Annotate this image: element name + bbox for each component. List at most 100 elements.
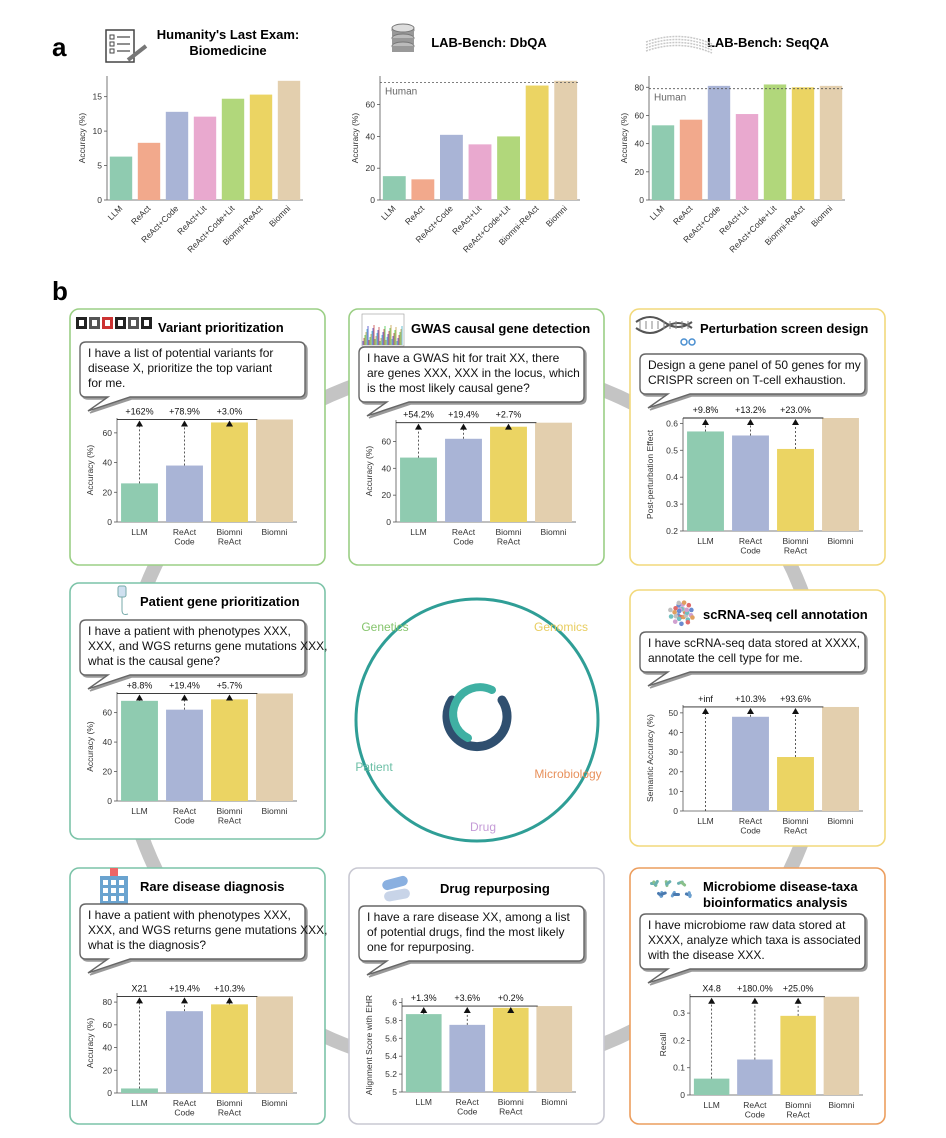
bar <box>777 757 814 811</box>
panel-label-a: a <box>52 32 67 62</box>
improvement-arrowhead <box>702 419 709 425</box>
x-tick-label: Biomni <box>783 536 809 546</box>
y-tick-label: 0 <box>370 195 375 205</box>
x-tick-label: Code <box>174 537 195 547</box>
x-tick-label: ReAct <box>129 203 153 227</box>
panel-title: bioinformatics analysis <box>703 895 848 910</box>
y-axis-label: Recall <box>658 1033 668 1057</box>
panel-label-b: b <box>52 276 68 306</box>
x-tick-label: Code <box>745 1110 766 1120</box>
improvement-label: +3.6% <box>454 993 480 1003</box>
bar <box>468 144 492 200</box>
x-tick-label: LLM <box>106 203 125 222</box>
task-panel-4: Patient gene prioritization I have a pati… <box>69 582 327 840</box>
y-tick-label: 0.5 <box>666 445 678 455</box>
bar <box>121 483 158 522</box>
x-tick-label: Biomni <box>262 527 288 537</box>
microbe-icon <box>650 879 692 899</box>
variant-sequence-icon <box>76 317 152 329</box>
central-category-wheel: Genetics Genomics Patient Microbiology Drug <box>354 597 602 843</box>
bar <box>109 156 133 200</box>
chart-title: LAB-Bench: DbQA <box>431 35 547 50</box>
bar <box>651 125 675 200</box>
bar <box>249 94 273 200</box>
x-tick-label: ReAct <box>739 816 763 826</box>
iv-bag-icon <box>117 585 129 615</box>
question-text: I have a patient with phenotypes XXX, <box>88 908 291 922</box>
task-panel-6: Rare disease diagnosis I have a patient w… <box>69 867 327 1125</box>
question-bubble <box>79 619 306 690</box>
improvement-arrowhead <box>420 1007 428 1014</box>
exam-clipboard-icon <box>105 29 148 63</box>
improvement-arrowhead <box>794 997 802 1004</box>
human-reference-label: Human <box>654 93 686 104</box>
y-tick-label: 0 <box>107 517 112 527</box>
improvement-label: +10.3% <box>735 694 766 704</box>
bar <box>819 85 843 200</box>
y-tick-label: 60 <box>382 436 392 446</box>
x-tick-label: Code <box>740 826 761 836</box>
bar <box>211 422 248 522</box>
x-tick-label: LLM <box>415 1097 432 1107</box>
x-tick-label: Code <box>457 1107 478 1117</box>
y-axis-label: Alignment Score with EHR <box>364 995 374 1095</box>
drug-capsule-icon <box>382 875 410 902</box>
improvement-label: +180.0% <box>737 984 773 994</box>
improvement-label: X21 <box>131 983 147 993</box>
bar <box>737 1059 773 1095</box>
y-tick-label: 0 <box>680 1090 685 1100</box>
bar <box>687 431 724 531</box>
bar <box>166 709 203 801</box>
improvement-label: +10.3% <box>214 983 245 993</box>
y-tick-label: 5.2 <box>385 1069 397 1079</box>
x-tick-label: ReAct <box>218 1108 242 1118</box>
dna-scissors-icon <box>635 316 696 346</box>
y-axis-label: Accuracy (%) <box>85 1018 95 1069</box>
y-axis-label: Accuracy (%) <box>85 721 95 772</box>
y-axis-label: Accuracy (%) <box>77 113 87 164</box>
y-tick-label: 80 <box>635 82 645 92</box>
task-panel-1: Variant prioritization I have a list of p… <box>69 308 326 566</box>
improvement-arrowhead <box>747 419 754 425</box>
question-text: disease X, prioritize the top variant <box>88 361 273 375</box>
improvement-arrowhead <box>460 423 467 430</box>
panel-title: scRNA-seq cell annotation <box>703 607 868 622</box>
bar <box>780 1015 816 1095</box>
x-tick-label: ReAct <box>456 1097 480 1107</box>
improvement-arrowhead <box>507 1007 515 1014</box>
improvement-label: +78.9% <box>169 406 200 416</box>
cell-cluster-icon <box>668 600 695 627</box>
x-tick-label: ReAct <box>173 1098 197 1108</box>
improvement-arrowhead <box>226 420 233 427</box>
y-tick-label: 40 <box>103 1043 113 1053</box>
x-tick-label: Biomni <box>809 203 835 229</box>
question-text: one for repurposing. <box>367 940 474 954</box>
chart-a-2: LAB-Bench: DbQA 0 20 40 60 Accuracy (%) LLM ReA… <box>350 35 580 255</box>
y-axis-label: Accuracy (%) <box>350 113 360 164</box>
x-tick-label: Biomni <box>217 527 243 537</box>
x-tick-label: LLM <box>703 1100 720 1110</box>
question-text: I have a patient with phenotypes XXX, <box>88 624 291 638</box>
improvement-arrowhead <box>226 997 233 1004</box>
x-tick-label: ReAct <box>452 527 476 537</box>
y-tick-label: 6 <box>392 997 397 1007</box>
question-text: what is the causal gene? <box>87 654 220 668</box>
chart-a-3: LAB-Bench: SeqQA 0 20 40 60 80 Accuracy (%) LLM… <box>619 35 845 255</box>
y-axis-label: Post-perturbation Effect <box>645 429 655 519</box>
x-tick-label: LLM <box>697 816 714 826</box>
x-tick-label: LLM <box>410 527 427 537</box>
y-tick-label: 80 <box>103 997 113 1007</box>
task-panel-5: scRNA-seq cell annotation I have scRNA-se… <box>629 589 886 847</box>
question-text: XXXX, analyze which taxa is associated <box>648 933 861 947</box>
improvement-arrowhead <box>136 997 143 1004</box>
biomni-logo-icon <box>442 683 512 752</box>
bar <box>735 114 759 200</box>
bar <box>211 1004 248 1093</box>
x-tick-label: Biomni <box>262 806 288 816</box>
x-tick-label: ReAct <box>173 527 197 537</box>
x-tick-label: LLM <box>379 203 398 222</box>
task-panel-7: Drug repurposing I have a rare disease XX… <box>348 867 605 1125</box>
x-tick-label: ReAct <box>739 536 763 546</box>
improvement-label: +3.0% <box>217 406 243 416</box>
x-tick-label: Biomni <box>544 203 570 229</box>
